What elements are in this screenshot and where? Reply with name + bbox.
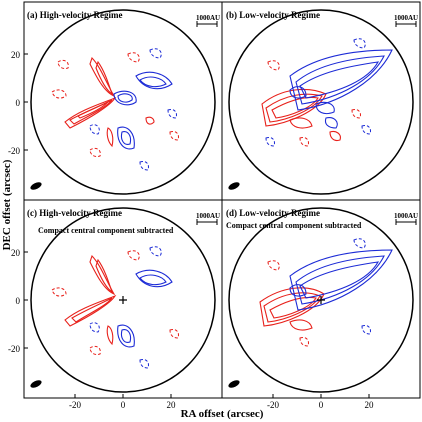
panel-c-beam-circle: [30, 207, 216, 393]
tick-marks: [24, 53, 370, 398]
panel-a: (a) High-velocity Regime 1000AU: [23, 1, 223, 201]
x-tick-label: -20: [69, 400, 81, 410]
panel-c: (c) High-velocity Regime Compact central…: [23, 199, 223, 399]
panel-a-contours: [51, 48, 179, 171]
x-tick-label: -20: [267, 400, 279, 410]
panel-c-scale-bar: 1000AU: [196, 212, 220, 225]
y-axis-ticks: 20 0 -20 20 0 -20: [8, 50, 21, 354]
panel-d-beam-circle: [228, 207, 414, 393]
panel-d: (d) Low-velocity Regime Compact central …: [221, 199, 421, 399]
panel-b-scale-bar: 1000AU: [394, 14, 418, 27]
x-tick-label: 20: [167, 400, 177, 410]
panel-a-scale-label: 1000AU: [196, 14, 220, 22]
panel-a-scale-bar: 1000AU: [196, 14, 220, 27]
panel-a-beam-circle: [30, 9, 216, 195]
x-axis-ticks: -20 0 20 -20 0 20: [69, 400, 374, 410]
panel-c-contours: [51, 246, 179, 369]
panel-c-subtitle: Compact central component subtracted: [38, 226, 174, 235]
panel-b-beam-ellipse: [228, 182, 240, 190]
panel-d-scale-bar: 1000AU: [394, 212, 418, 225]
x-tick-label: 0: [121, 400, 126, 410]
panel-b-title: (b) Low-velocity Regime: [226, 10, 320, 20]
panel-d-beam-ellipse: [228, 380, 240, 388]
panel-d-subtitle: Compact central component subtracted: [226, 221, 362, 230]
panel-c-title: (c) High-velocity Regime: [27, 208, 122, 218]
panel-c-center-marker: [119, 296, 127, 304]
panel-c-beam-ellipse: [30, 380, 42, 388]
y-tick-label: -20: [8, 146, 20, 156]
x-tick-label: 0: [319, 400, 324, 410]
panel-a-frame: [23, 1, 223, 201]
panel-b-contours: [261, 38, 393, 147]
panel-a-title: (a) High-velocity Regime: [27, 10, 122, 20]
panel-b-scale-label: 1000AU: [394, 14, 418, 22]
y-axis-label: DEC offset (arcsec): [1, 159, 13, 250]
y-tick-label: -20: [8, 344, 20, 354]
x-tick-label: 20: [365, 400, 375, 410]
panel-d-scale-label: 1000AU: [394, 212, 418, 220]
panel-c-scale-label: 1000AU: [196, 212, 220, 220]
y-tick-label: 20: [11, 248, 21, 258]
x-axis-label: RA offset (arcsec): [181, 408, 264, 420]
y-tick-label: 0: [16, 98, 21, 108]
y-tick-label: 0: [16, 296, 21, 306]
panel-b-beam-circle: [228, 9, 414, 195]
y-tick-label: 20: [11, 50, 21, 60]
panel-d-center-marker: [317, 296, 325, 304]
panel-a-beam-ellipse: [30, 182, 42, 190]
panel-d-contours: [259, 238, 393, 347]
panel-b: (b) Low-velocity Regime 1000AU: [221, 1, 421, 201]
panel-d-title: (d) Low-velocity Regime: [226, 208, 320, 218]
